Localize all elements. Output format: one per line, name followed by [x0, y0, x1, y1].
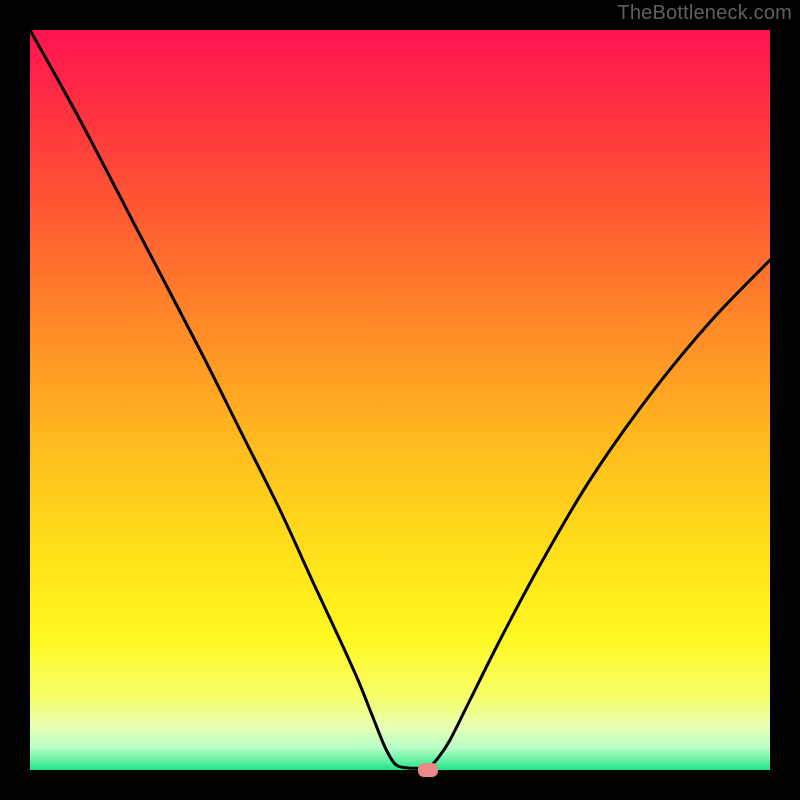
optimum-marker: [418, 763, 438, 777]
bottleneck-curve: [30, 30, 770, 770]
plot-area: [30, 30, 770, 770]
chart-container: TheBottleneck.com: [0, 0, 800, 800]
watermark-text: TheBottleneck.com: [617, 2, 792, 25]
